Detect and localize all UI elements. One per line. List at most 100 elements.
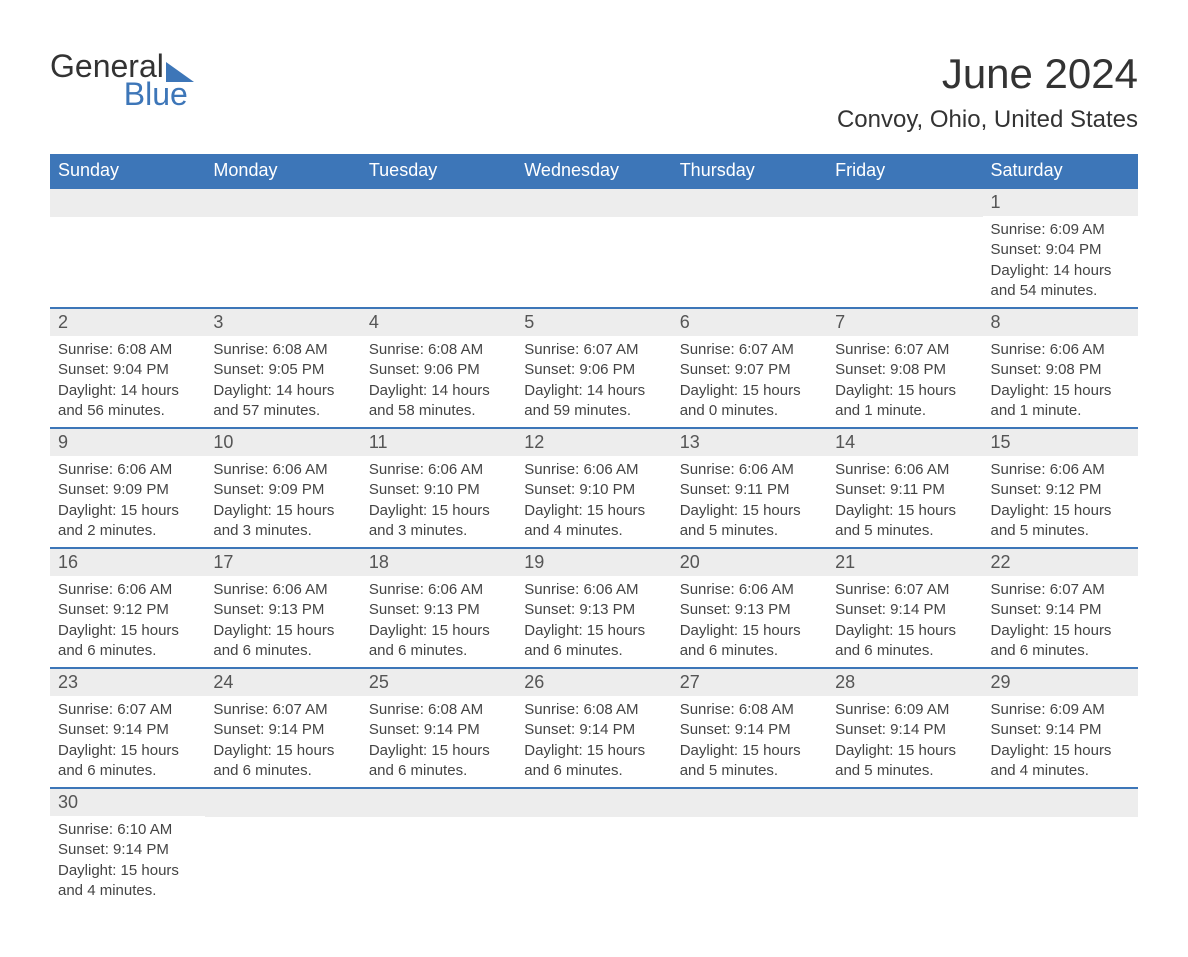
- day-number: 3: [205, 309, 360, 336]
- sunset-line: Sunset: 9:13 PM: [369, 600, 508, 620]
- day-number: 2: [50, 309, 205, 336]
- sunrise-line: Sunrise: 6:06 AM: [58, 460, 197, 480]
- day-number: 12: [516, 429, 671, 456]
- calendar-cell: 13Sunrise: 6:06 AMSunset: 9:11 PMDayligh…: [672, 428, 827, 548]
- day-number: 20: [672, 549, 827, 576]
- day-body: Sunrise: 6:07 AMSunset: 9:07 PMDaylight:…: [672, 336, 827, 427]
- day-number: 30: [50, 789, 205, 816]
- calendar-cell: 23Sunrise: 6:07 AMSunset: 9:14 PMDayligh…: [50, 668, 205, 788]
- day-header: Thursday: [672, 154, 827, 188]
- day-body: Sunrise: 6:08 AMSunset: 9:14 PMDaylight:…: [672, 696, 827, 787]
- day-body: Sunrise: 6:08 AMSunset: 9:04 PMDaylight:…: [50, 336, 205, 427]
- calendar-table: SundayMondayTuesdayWednesdayThursdayFrid…: [50, 154, 1138, 907]
- calendar-thead: SundayMondayTuesdayWednesdayThursdayFrid…: [50, 154, 1138, 188]
- sunset-line: Sunset: 9:04 PM: [991, 240, 1130, 260]
- sunset-line: Sunset: 9:05 PM: [213, 360, 352, 380]
- day-header: Tuesday: [361, 154, 516, 188]
- calendar-cell: [827, 788, 982, 907]
- sunset-line: Sunset: 9:14 PM: [835, 720, 974, 740]
- calendar-cell: 11Sunrise: 6:06 AMSunset: 9:10 PMDayligh…: [361, 428, 516, 548]
- sunset-line: Sunset: 9:14 PM: [680, 720, 819, 740]
- daylight-line: Daylight: 15 hours and 1 minute.: [991, 381, 1130, 422]
- day-number: 13: [672, 429, 827, 456]
- day-body: Sunrise: 6:09 AMSunset: 9:14 PMDaylight:…: [827, 696, 982, 787]
- day-body: Sunrise: 6:06 AMSunset: 9:11 PMDaylight:…: [672, 456, 827, 547]
- daylight-line: Daylight: 15 hours and 6 minutes.: [524, 741, 663, 782]
- calendar-cell: 1Sunrise: 6:09 AMSunset: 9:04 PMDaylight…: [983, 188, 1138, 308]
- sunset-line: Sunset: 9:11 PM: [835, 480, 974, 500]
- brand-logo: General Blue: [50, 50, 194, 110]
- day-body: Sunrise: 6:06 AMSunset: 9:10 PMDaylight:…: [361, 456, 516, 547]
- sunset-line: Sunset: 9:13 PM: [524, 600, 663, 620]
- sunrise-line: Sunrise: 6:06 AM: [680, 460, 819, 480]
- daylight-line: Daylight: 15 hours and 4 minutes.: [991, 741, 1130, 782]
- sunrise-line: Sunrise: 6:07 AM: [213, 700, 352, 720]
- daylight-line: Daylight: 15 hours and 6 minutes.: [835, 621, 974, 662]
- sunrise-line: Sunrise: 6:06 AM: [524, 580, 663, 600]
- calendar-cell: [205, 788, 360, 907]
- calendar-week: 23Sunrise: 6:07 AMSunset: 9:14 PMDayligh…: [50, 668, 1138, 788]
- sunrise-line: Sunrise: 6:07 AM: [680, 340, 819, 360]
- sunrise-line: Sunrise: 6:08 AM: [58, 340, 197, 360]
- day-number: 23: [50, 669, 205, 696]
- daylight-line: Daylight: 15 hours and 5 minutes.: [680, 501, 819, 542]
- day-body: Sunrise: 6:08 AMSunset: 9:14 PMDaylight:…: [361, 696, 516, 787]
- day-body: Sunrise: 6:06 AMSunset: 9:10 PMDaylight:…: [516, 456, 671, 547]
- day-number: 5: [516, 309, 671, 336]
- daylight-line: Daylight: 15 hours and 6 minutes.: [58, 621, 197, 662]
- day-header: Friday: [827, 154, 982, 188]
- day-number: 7: [827, 309, 982, 336]
- calendar-cell: 10Sunrise: 6:06 AMSunset: 9:09 PMDayligh…: [205, 428, 360, 548]
- sunrise-line: Sunrise: 6:07 AM: [991, 580, 1130, 600]
- calendar-cell: 22Sunrise: 6:07 AMSunset: 9:14 PMDayligh…: [983, 548, 1138, 668]
- sunrise-line: Sunrise: 6:06 AM: [369, 460, 508, 480]
- day-number: 18: [361, 549, 516, 576]
- daylight-line: Daylight: 15 hours and 6 minutes.: [213, 741, 352, 782]
- day-number: 14: [827, 429, 982, 456]
- sunrise-line: Sunrise: 6:06 AM: [369, 580, 508, 600]
- daylight-line: Daylight: 15 hours and 6 minutes.: [991, 621, 1130, 662]
- daylight-line: Daylight: 14 hours and 56 minutes.: [58, 381, 197, 422]
- day-body: Sunrise: 6:06 AMSunset: 9:12 PMDaylight:…: [50, 576, 205, 667]
- day-number: 27: [672, 669, 827, 696]
- day-body: Sunrise: 6:07 AMSunset: 9:14 PMDaylight:…: [205, 696, 360, 787]
- sunrise-line: Sunrise: 6:06 AM: [991, 460, 1130, 480]
- day-body: Sunrise: 6:06 AMSunset: 9:12 PMDaylight:…: [983, 456, 1138, 547]
- daylight-line: Daylight: 15 hours and 5 minutes.: [835, 741, 974, 782]
- day-header: Monday: [205, 154, 360, 188]
- sunset-line: Sunset: 9:13 PM: [213, 600, 352, 620]
- sunrise-line: Sunrise: 6:06 AM: [680, 580, 819, 600]
- sunrise-line: Sunrise: 6:06 AM: [213, 460, 352, 480]
- location: Convoy, Ohio, United States: [837, 106, 1138, 134]
- calendar-cell: 7Sunrise: 6:07 AMSunset: 9:08 PMDaylight…: [827, 308, 982, 428]
- sunset-line: Sunset: 9:14 PM: [58, 840, 197, 860]
- calendar-cell: 14Sunrise: 6:06 AMSunset: 9:11 PMDayligh…: [827, 428, 982, 548]
- day-number: 26: [516, 669, 671, 696]
- calendar-cell: 18Sunrise: 6:06 AMSunset: 9:13 PMDayligh…: [361, 548, 516, 668]
- sunrise-line: Sunrise: 6:09 AM: [991, 220, 1130, 240]
- calendar-week: 16Sunrise: 6:06 AMSunset: 9:12 PMDayligh…: [50, 548, 1138, 668]
- daylight-line: Daylight: 15 hours and 6 minutes.: [369, 621, 508, 662]
- daylight-line: Daylight: 15 hours and 5 minutes.: [991, 501, 1130, 542]
- sunset-line: Sunset: 9:04 PM: [58, 360, 197, 380]
- calendar-body: 1Sunrise: 6:09 AMSunset: 9:04 PMDaylight…: [50, 188, 1138, 907]
- calendar-cell: 4Sunrise: 6:08 AMSunset: 9:06 PMDaylight…: [361, 308, 516, 428]
- calendar-week: 9Sunrise: 6:06 AMSunset: 9:09 PMDaylight…: [50, 428, 1138, 548]
- sunset-line: Sunset: 9:06 PM: [369, 360, 508, 380]
- calendar-cell: 27Sunrise: 6:08 AMSunset: 9:14 PMDayligh…: [672, 668, 827, 788]
- calendar-cell: 2Sunrise: 6:08 AMSunset: 9:04 PMDaylight…: [50, 308, 205, 428]
- day-body: Sunrise: 6:06 AMSunset: 9:13 PMDaylight:…: [361, 576, 516, 667]
- calendar-cell: 8Sunrise: 6:06 AMSunset: 9:08 PMDaylight…: [983, 308, 1138, 428]
- day-body: Sunrise: 6:06 AMSunset: 9:13 PMDaylight:…: [516, 576, 671, 667]
- daylight-line: Daylight: 15 hours and 2 minutes.: [58, 501, 197, 542]
- calendar-cell: 20Sunrise: 6:06 AMSunset: 9:13 PMDayligh…: [672, 548, 827, 668]
- sunrise-line: Sunrise: 6:06 AM: [991, 340, 1130, 360]
- sunset-line: Sunset: 9:09 PM: [213, 480, 352, 500]
- sunrise-line: Sunrise: 6:07 AM: [58, 700, 197, 720]
- calendar-cell: [672, 788, 827, 907]
- calendar-cell: 21Sunrise: 6:07 AMSunset: 9:14 PMDayligh…: [827, 548, 982, 668]
- calendar-cell: 29Sunrise: 6:09 AMSunset: 9:14 PMDayligh…: [983, 668, 1138, 788]
- sunrise-line: Sunrise: 6:07 AM: [835, 580, 974, 600]
- sunset-line: Sunset: 9:11 PM: [680, 480, 819, 500]
- day-number: 15: [983, 429, 1138, 456]
